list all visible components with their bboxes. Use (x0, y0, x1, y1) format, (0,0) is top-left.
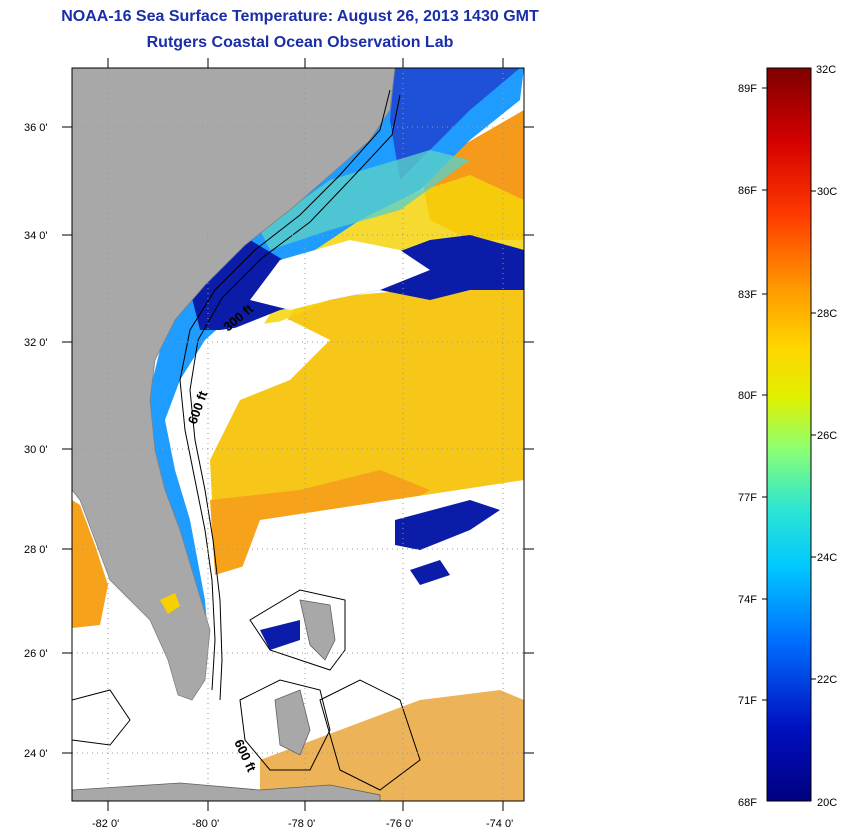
colorbar-label-86f: 86F (738, 185, 757, 197)
temperature-colorbar: 89F 86F 83F 80F 77F 74F 71F 68F 32C 30C … (738, 64, 837, 809)
colorbar-label-24c: 24C (817, 552, 837, 564)
colorbar-gradient (766, 67, 812, 802)
colorbar-label-32c: 32C (816, 64, 836, 76)
map-gridlines (72, 68, 524, 801)
lon-label-82: -82 0' (92, 818, 119, 830)
depth-contour-600ft (189, 94, 401, 701)
colorbar-label-30c: 30C (817, 186, 837, 198)
colorbar-label-26c: 26C (817, 430, 837, 442)
colorbar-label-20c: 20C (817, 797, 837, 809)
lat-label-26: 26 0' (24, 648, 48, 660)
lon-label-78: -78 0' (288, 818, 315, 830)
map-frame (71, 67, 525, 802)
land-bahamas-abaco (299, 599, 336, 661)
lat-label-34: 34 0' (24, 230, 48, 242)
colorbar-ticks (762, 87, 816, 701)
lat-label-36: 36 0' (24, 122, 48, 134)
sst-teal-band (260, 150, 470, 250)
lat-label-24: 24 0' (24, 748, 48, 760)
sst-map: 300 ft 600 ft 600 ft (72, 68, 524, 801)
map-title: NOAA-16 Sea Surface Temperature: August … (61, 8, 539, 25)
sst-dark-blue-patches (260, 500, 500, 650)
sst-southern-warm-speckle (260, 690, 524, 801)
colorbar-label-89f: 89F (738, 83, 757, 95)
land-southeast-us (72, 68, 396, 701)
lon-label-74: -74 0' (486, 818, 513, 830)
sst-northeast-cool-water (390, 68, 520, 180)
cloud-cover (250, 240, 430, 310)
colorbar-label-80f: 80F (738, 390, 757, 402)
map-tick-marks (62, 58, 534, 811)
colorbar-label-28c: 28C (817, 308, 837, 320)
colorbar-label-68f: 68F (738, 797, 757, 809)
depth-contour-bahamas (72, 589, 421, 791)
lat-label-30: 30 0' (24, 444, 48, 456)
land-bahamas-andros (274, 689, 311, 756)
lat-label-32: 32 0' (24, 337, 48, 349)
depth-contour-300ft (179, 89, 391, 691)
lat-label-28: 28 0' (24, 544, 48, 556)
colorbar-label-83f: 83F (738, 289, 757, 301)
colorbar-label-77f: 77F (738, 492, 757, 504)
map-subtitle: Rutgers Coastal Ocean Observation Lab (146, 34, 454, 51)
land-lake-okeechobee (160, 593, 180, 614)
lon-label-80: -80 0' (192, 818, 219, 830)
lon-label-76: -76 0' (386, 818, 413, 830)
colorbar-label-22c: 22C (817, 674, 837, 686)
land-florida-gulf-coast (72, 500, 108, 628)
colorbar-label-71f: 71F (738, 695, 757, 707)
cloud-cover-2 (210, 320, 330, 400)
land-cuba (72, 782, 381, 801)
colorbar-label-74f: 74F (738, 594, 757, 606)
